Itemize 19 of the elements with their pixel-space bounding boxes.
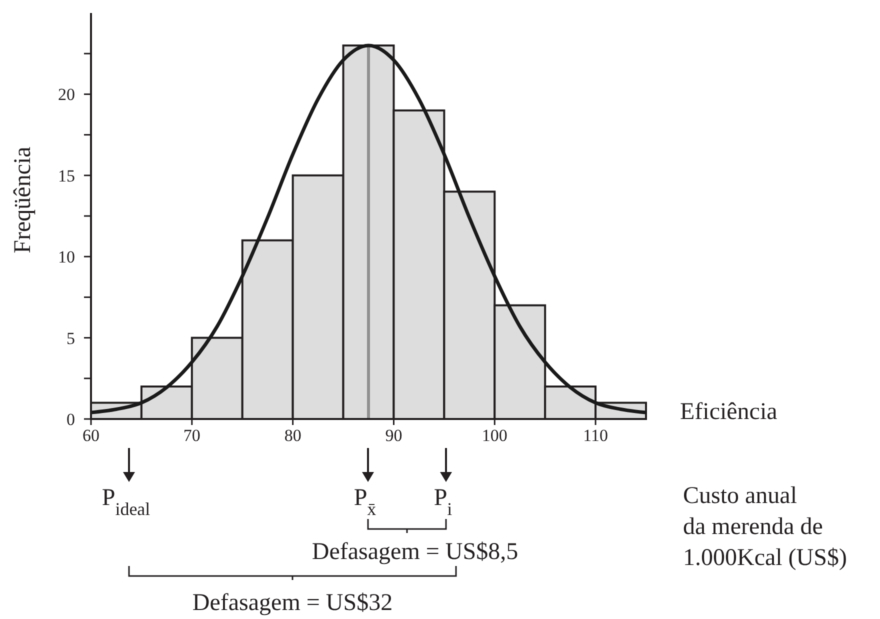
x-tick-label: 70 (183, 426, 200, 445)
y-axis-title: Freqüência (10, 146, 36, 254)
x-tick-label: 60 (82, 426, 100, 445)
y-tick-label: 15 (58, 166, 75, 186)
x-axis-title: Eficiência (680, 399, 778, 425)
y-tick-label: 20 (58, 85, 75, 104)
text: Defasagem = US$32 (192, 590, 393, 616)
x-tick-label: 90 (385, 426, 402, 445)
text: P$_{i}$ (434, 485, 452, 519)
y-tick-label: 10 (58, 248, 75, 267)
text: Custo anual da merenda de 1.000Kcal (US$) (683, 483, 847, 571)
x-tick-label: 80 (284, 426, 302, 445)
y-tick-label: 0 (66, 410, 75, 429)
x-tick-label: 100 (482, 426, 508, 445)
text: Defasagem = US$8,5 (312, 539, 518, 565)
y-tick-label: 5 (66, 328, 75, 348)
x-tick-label: 110 (583, 426, 608, 445)
text: P$_{x̄}$ (354, 485, 376, 519)
text: P$_{ideal}$ (102, 485, 150, 519)
